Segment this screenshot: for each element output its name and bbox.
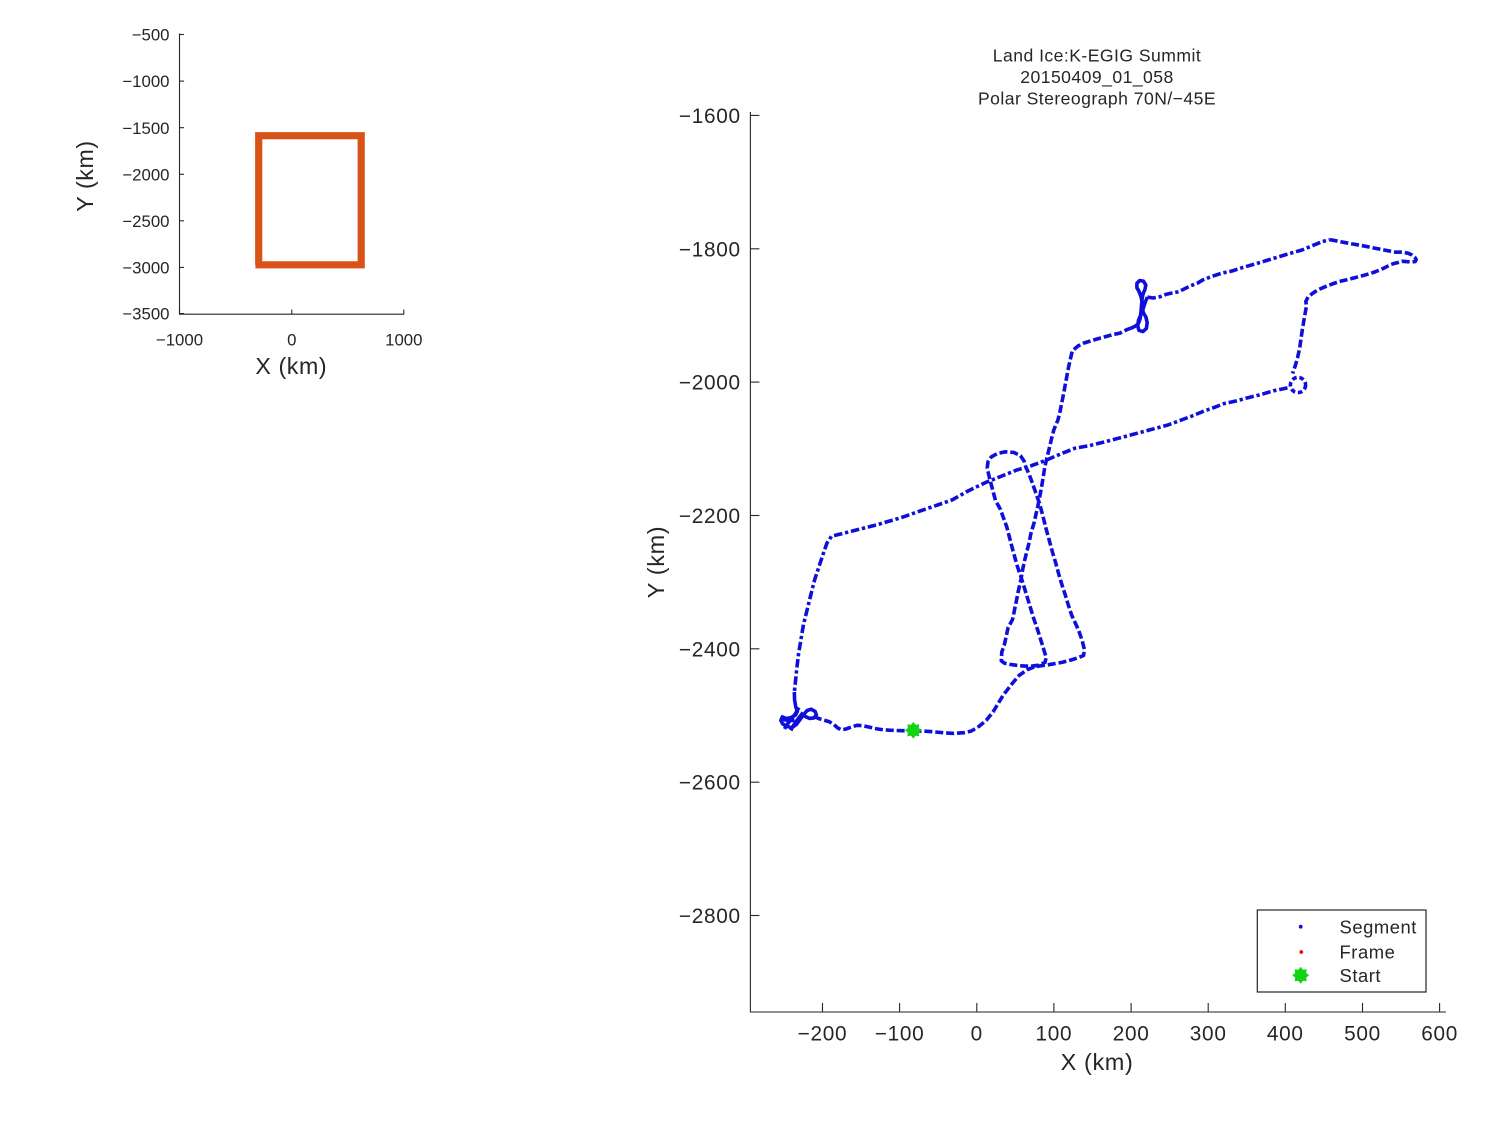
svg-text:Y (km): Y (km): [643, 526, 669, 598]
svg-text:−500: −500: [132, 26, 170, 45]
svg-text:−1500: −1500: [122, 119, 169, 138]
svg-text:−2500: −2500: [122, 212, 169, 231]
svg-text:−2600: −2600: [679, 772, 741, 795]
svg-text:−1800: −1800: [679, 238, 741, 261]
svg-text:−2800: −2800: [679, 905, 741, 928]
svg-text:−3500: −3500: [122, 305, 169, 324]
svg-text:100: 100: [1035, 1023, 1072, 1046]
svg-text:−2000: −2000: [122, 165, 169, 184]
svg-text:−200: −200: [798, 1023, 848, 1046]
svg-text:0: 0: [287, 331, 296, 350]
svg-text:0: 0: [971, 1023, 983, 1046]
svg-text:Y (km): Y (km): [72, 140, 98, 211]
svg-text:20150409_01_058: 20150409_01_058: [1020, 67, 1174, 88]
svg-text:−3000: −3000: [122, 259, 169, 278]
svg-text:400: 400: [1267, 1023, 1304, 1046]
svg-text:500: 500: [1344, 1023, 1381, 1046]
svg-text:Polar Stereograph 70N/−45E: Polar Stereograph 70N/−45E: [978, 89, 1216, 109]
svg-text:−2000: −2000: [679, 372, 741, 395]
svg-text:600: 600: [1421, 1023, 1458, 1046]
svg-text:−1000: −1000: [156, 331, 203, 350]
svg-text:−1000: −1000: [122, 72, 169, 91]
svg-text:Frame: Frame: [1340, 942, 1396, 963]
svg-text:−100: −100: [875, 1023, 925, 1046]
svg-text:Segment: Segment: [1340, 916, 1417, 937]
svg-text:−2200: −2200: [679, 505, 741, 528]
svg-text:−2400: −2400: [679, 638, 741, 661]
svg-text:−1600: −1600: [679, 105, 741, 128]
svg-text:X (km): X (km): [255, 353, 327, 379]
svg-text:200: 200: [1113, 1023, 1150, 1046]
svg-text:1000: 1000: [385, 331, 422, 350]
svg-text:300: 300: [1190, 1023, 1227, 1046]
svg-text:Start: Start: [1340, 965, 1382, 986]
svg-text:X (km): X (km): [1061, 1049, 1134, 1075]
svg-text:Land Ice:K-EGIG Summit: Land Ice:K-EGIG Summit: [993, 46, 1201, 66]
